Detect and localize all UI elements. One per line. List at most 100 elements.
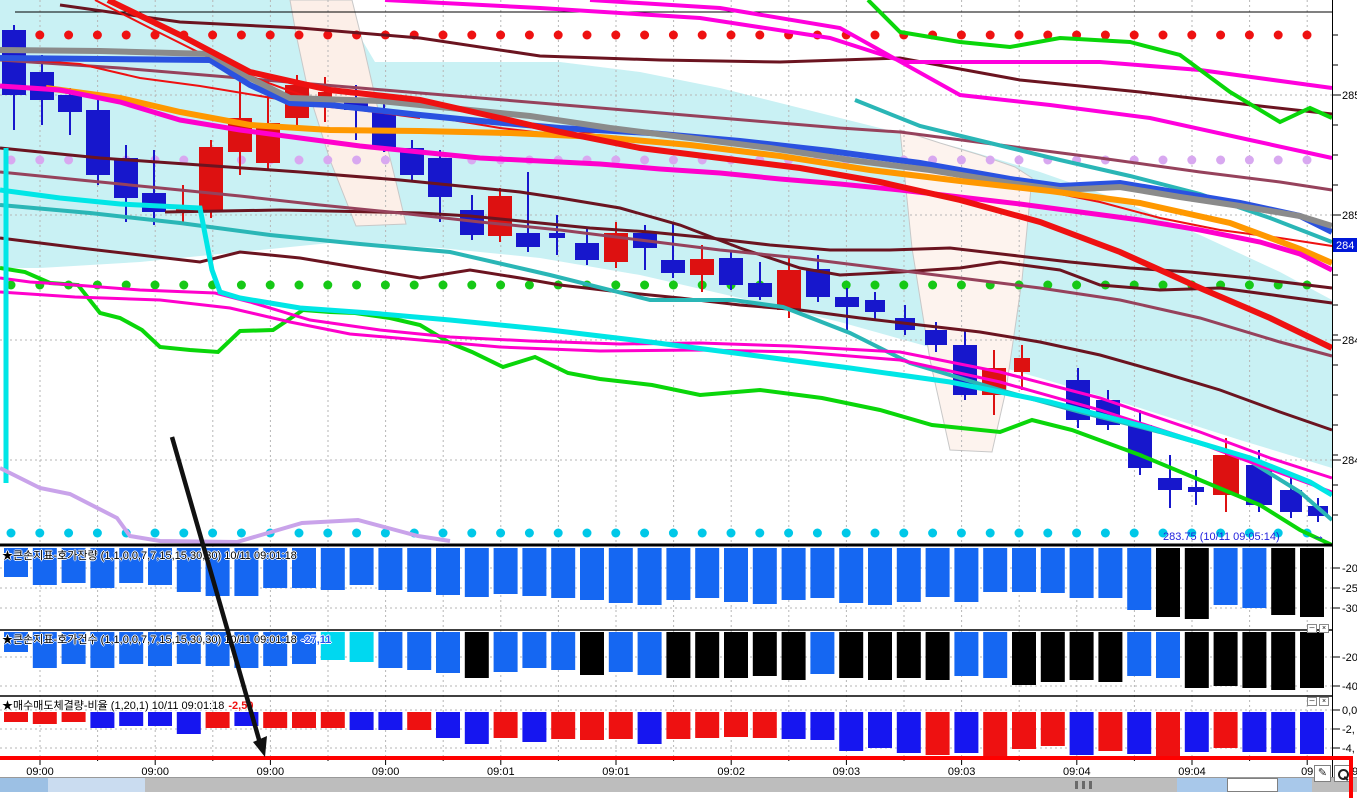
horizontal-scrollbar[interactable] bbox=[0, 777, 1357, 792]
bottom-signal-dot bbox=[467, 528, 477, 538]
ma-line-pink-top-2 bbox=[589, 0, 1333, 160]
panel2-title: ★큰손지표-호가건수 (1,1,0,0,7,7,15,15,30,30) 10/… bbox=[2, 631, 331, 647]
indicator-bar bbox=[263, 712, 288, 728]
panel3-minimize-button[interactable]: ─ bbox=[1307, 697, 1317, 706]
bottom-signal-dot bbox=[323, 528, 333, 538]
indicator-bar bbox=[4, 712, 28, 722]
ma-line-magenta-low-1 bbox=[0, 276, 1333, 480]
upper-signal-dot bbox=[582, 30, 592, 40]
bottom-signal-dot bbox=[755, 528, 765, 538]
bottom-signal-dot bbox=[1043, 528, 1053, 538]
ma-line-pink-top-1 bbox=[384, 0, 1333, 90]
current-price-label: 284 bbox=[1336, 240, 1354, 252]
ma-line-blue-thick bbox=[0, 55, 1334, 235]
lower-signal-dot bbox=[870, 280, 880, 290]
lower-signal-dot bbox=[1158, 280, 1168, 290]
candle-body bbox=[488, 196, 512, 236]
indicator-bar bbox=[1184, 548, 1209, 619]
zoom-tool-button[interactable] bbox=[1334, 765, 1351, 782]
indicator-bar bbox=[983, 548, 1008, 592]
indicator-bar bbox=[349, 632, 374, 662]
ma-line-maroon-f bbox=[0, 236, 1333, 432]
bottom-signal-dot bbox=[640, 528, 650, 538]
bottom-signal-dot bbox=[928, 528, 938, 538]
indicator-bar bbox=[839, 548, 864, 603]
indicator-bar bbox=[464, 548, 489, 597]
lower-signal-dot bbox=[265, 280, 275, 290]
indicator-bar bbox=[608, 548, 633, 603]
indicator-bar bbox=[464, 712, 489, 744]
indicator-bar bbox=[176, 712, 201, 734]
indicator-bar bbox=[119, 548, 144, 583]
mid-signal-dot bbox=[236, 155, 246, 165]
indicator-bar bbox=[119, 712, 144, 726]
panel-axis-label: -20 bbox=[1342, 563, 1357, 575]
indicator-bar bbox=[349, 548, 374, 585]
lower-signal-dot bbox=[668, 280, 678, 290]
draw-tool-button[interactable]: ✎ bbox=[1314, 765, 1331, 782]
indicator-bar bbox=[666, 548, 691, 600]
mid-signal-dot bbox=[6, 155, 16, 165]
indicator-bar bbox=[119, 632, 144, 664]
candle-body bbox=[1188, 487, 1204, 492]
indicator-bar bbox=[493, 712, 518, 738]
indicator-bar bbox=[320, 548, 345, 590]
indicator-bar bbox=[436, 632, 460, 673]
indicator-bar bbox=[896, 548, 921, 602]
mid-signal-dot bbox=[294, 155, 304, 165]
scrollbar-grip bbox=[1082, 781, 1085, 789]
lower-signal-dot bbox=[236, 280, 246, 290]
bottom-signal-dot bbox=[870, 528, 880, 538]
panel-axis-label: -2, bbox=[1342, 724, 1355, 736]
candle-body bbox=[58, 95, 82, 112]
mid-signal-dot bbox=[35, 155, 45, 165]
candle-body bbox=[748, 283, 772, 297]
upper-signal-dot bbox=[697, 30, 707, 40]
scrollbar-thumb[interactable] bbox=[1227, 778, 1278, 792]
ma-line-teal-upper bbox=[854, 98, 1333, 244]
mid-signal-dot bbox=[380, 155, 390, 165]
lower-signal-dot bbox=[6, 280, 16, 290]
bottom-signal-dot bbox=[438, 528, 448, 538]
price-arrow-icon: → bbox=[1312, 528, 1325, 543]
ma-line-maroon-d bbox=[164, 208, 1333, 290]
time-label: 09:01 bbox=[487, 766, 515, 778]
bottom-signal-dot bbox=[784, 528, 794, 538]
lower-signal-dot bbox=[323, 280, 333, 290]
lower-signal-dot bbox=[524, 280, 534, 290]
panel2-minimize-button[interactable]: ─ bbox=[1307, 624, 1317, 633]
time-label: 09:00 bbox=[26, 766, 54, 778]
panel2-title-text: ★큰손지표-호가건수 (1,1,0,0,7,7,15,15,30,30) 10/… bbox=[2, 634, 297, 646]
panel2-close-button[interactable]: × bbox=[1319, 624, 1329, 633]
time-label: 09:00 bbox=[141, 766, 169, 778]
indicator-bar bbox=[1098, 548, 1123, 598]
indicator-bar bbox=[666, 712, 691, 739]
panel-axis-label: -40 bbox=[1342, 681, 1357, 693]
last-trade-label: 283.75 (10/11 09:05:14) bbox=[1163, 531, 1280, 543]
indicator-bar bbox=[1069, 712, 1094, 755]
upper-signal-dot bbox=[208, 30, 218, 40]
pencil-icon: ✎ bbox=[1317, 767, 1328, 779]
indicator-bar bbox=[1040, 548, 1065, 593]
mid-signal-dot bbox=[640, 155, 650, 165]
bottom-signal-dot bbox=[1244, 528, 1254, 538]
indicator-bar bbox=[1012, 632, 1036, 685]
price-axis-label: 285 bbox=[1342, 210, 1357, 222]
candle-body bbox=[199, 147, 223, 212]
indicator-bar bbox=[1300, 632, 1324, 688]
upper-signal-dot bbox=[1014, 30, 1024, 40]
indicator-bar bbox=[925, 548, 950, 597]
indicator-bar bbox=[407, 632, 432, 670]
upper-signal-dot bbox=[1244, 30, 1254, 40]
time-label: 09:02 bbox=[717, 766, 745, 778]
indicator-bar bbox=[1040, 632, 1065, 682]
panel-axis-label: -30 bbox=[1342, 603, 1357, 615]
panel3-close-button[interactable]: × bbox=[1319, 697, 1329, 706]
upper-signal-dot bbox=[438, 30, 448, 40]
indicator-bar bbox=[32, 712, 57, 724]
indicator-bar bbox=[263, 548, 288, 588]
bottom-signal-dot bbox=[1100, 528, 1110, 538]
bottom-signal-dot bbox=[985, 528, 995, 538]
